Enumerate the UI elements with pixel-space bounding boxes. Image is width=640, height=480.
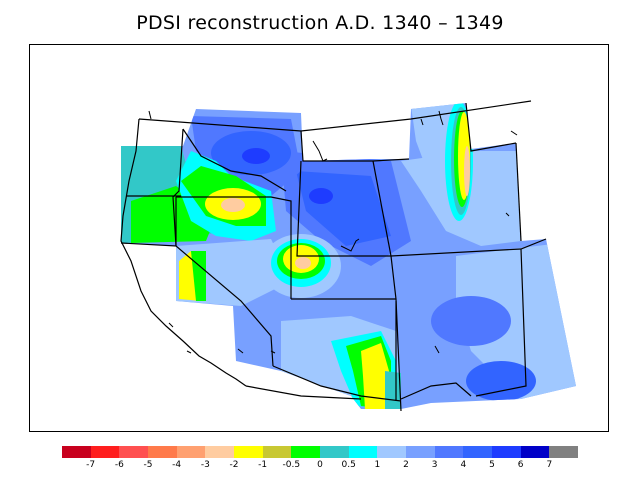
map-frame <box>29 44 609 432</box>
colorbar-tick-label: 4 <box>460 460 467 470</box>
colorbar-tick-label: 1 <box>374 460 381 470</box>
colorbar-tick-label: -0.5 <box>282 460 301 470</box>
colorbar-tick-label: 7 <box>546 460 553 470</box>
colorbar-swatch <box>434 446 464 458</box>
colorbar-labels: -7 -6 -5 -4 -3 -2 -1 -0.5 0 0.5 1 2 3 4 5 6 7 <box>62 460 578 474</box>
field-east-1-2 <box>456 241 576 401</box>
colorbar-tick-label: -3 <box>200 460 210 470</box>
pdsi-map <box>120 100 576 412</box>
colorbar-swatch <box>406 446 435 458</box>
colorbar-swatch <box>234 446 263 458</box>
colorbar-swatch <box>348 446 378 458</box>
colorbar-tick-label: 5 <box>489 460 495 470</box>
lakes <box>148 110 518 354</box>
colorbar-tick-label: -7 <box>86 460 96 470</box>
colorbar-swatch <box>262 446 292 458</box>
colorbar-tick-label: 6 <box>517 460 524 470</box>
colorbar-tick-label: -6 <box>114 460 124 470</box>
colorbar-swatch <box>119 446 149 458</box>
colorbar-swatch <box>377 446 407 458</box>
colorbar-swatch <box>205 446 235 458</box>
colorbar-tick-label: -1 <box>258 460 268 470</box>
colorbar-tick-label: -5 <box>143 460 153 470</box>
colorbar-tick-label: 2 <box>403 460 409 470</box>
colorbar-swatch <box>320 446 349 458</box>
colorbar <box>62 446 579 458</box>
state-boundaries <box>120 100 547 412</box>
map-title: PDSI reconstruction A.D. 1340 – 1349 <box>136 12 504 34</box>
colorbar-tick-label: 0 <box>317 460 323 470</box>
colorbar-swatch <box>549 446 579 458</box>
colorbar-swatch <box>148 446 177 458</box>
colorbar-tick-label: 3 <box>431 460 438 470</box>
colorbar-tick-label: 0.5 <box>341 460 356 470</box>
colorbar-swatch <box>176 446 206 458</box>
colorbar-swatch <box>90 446 120 458</box>
colorbar-tick-label: -2 <box>229 460 239 470</box>
colorbar-swatch <box>291 446 321 458</box>
colorbar-swatch <box>62 446 91 458</box>
colorbar-swatch <box>520 446 550 458</box>
colorbar-swatch <box>463 446 493 458</box>
colorbar-swatch <box>492 446 521 458</box>
colorbar-tick-label: -4 <box>172 460 182 470</box>
